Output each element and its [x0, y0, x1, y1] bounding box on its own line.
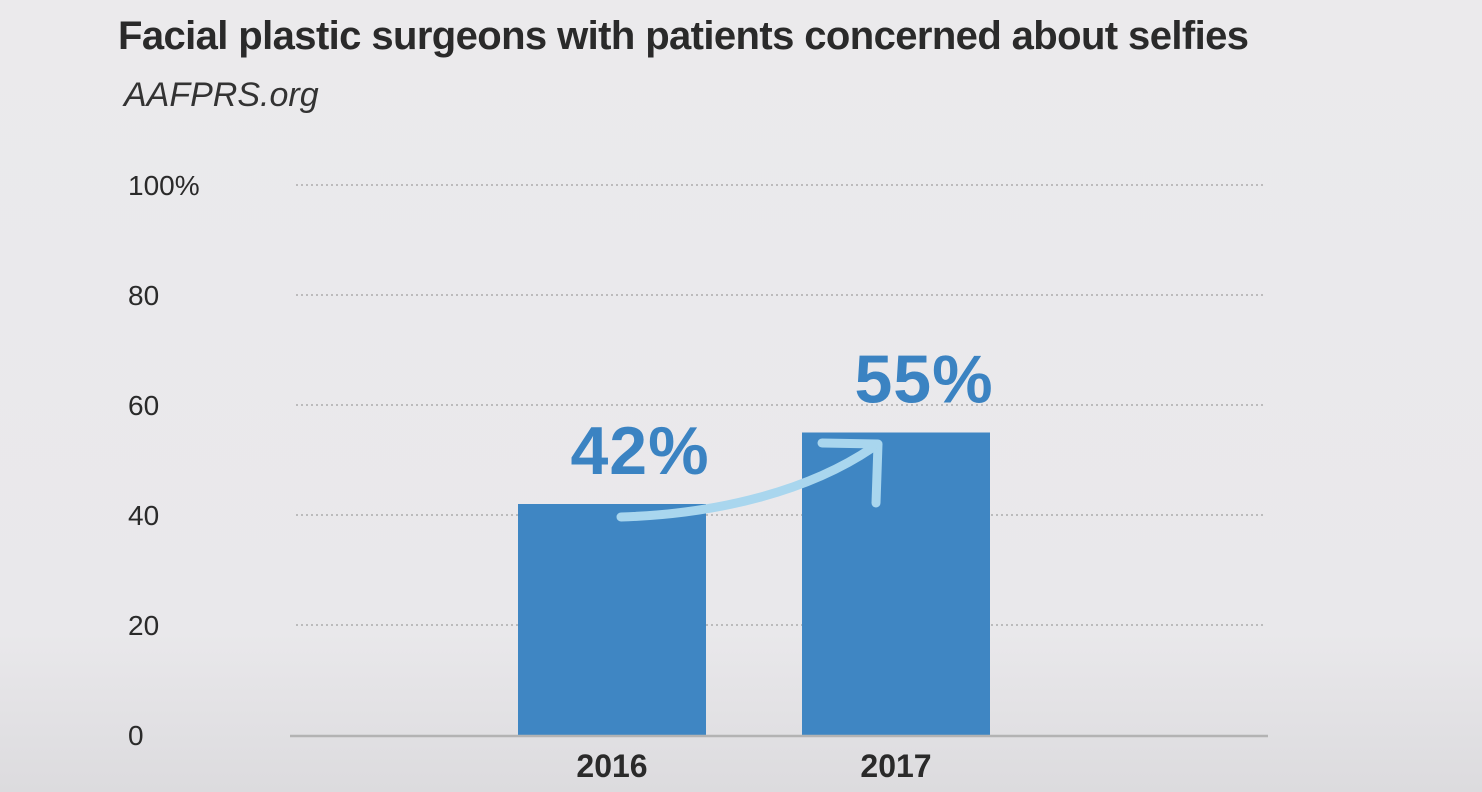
- x-axis-ticks: 2016 2017: [576, 748, 931, 784]
- gridlines: [296, 184, 1265, 626]
- increase-arrow: [616, 438, 883, 522]
- data-label-2017: 55%: [854, 342, 993, 418]
- bar-2017: [802, 432, 990, 735]
- y-axis-ticks: 0 20 40 60 80 100%: [128, 170, 200, 751]
- y-tick-label: 0: [128, 720, 144, 751]
- y-tick-label: 20: [128, 610, 159, 641]
- bar-2016: [518, 504, 706, 735]
- arrow-head-icon: [817, 438, 883, 508]
- y-tick-label: 100%: [128, 170, 200, 201]
- bars: [518, 432, 990, 735]
- chart-subtitle: AAFPRS.org: [124, 76, 319, 114]
- y-tick-label: 60: [128, 390, 159, 421]
- y-tick-label: 80: [128, 280, 159, 311]
- x-tick-label: 2016: [576, 748, 647, 784]
- y-tick-label: 40: [128, 500, 159, 531]
- chart-title: Facial plastic surgeons with patients co…: [118, 14, 1249, 58]
- data-labels: 42% 55%: [570, 342, 993, 490]
- x-tick-label: 2017: [860, 748, 931, 784]
- arrow-shaft: [616, 443, 877, 522]
- data-label-2016: 42%: [570, 413, 709, 489]
